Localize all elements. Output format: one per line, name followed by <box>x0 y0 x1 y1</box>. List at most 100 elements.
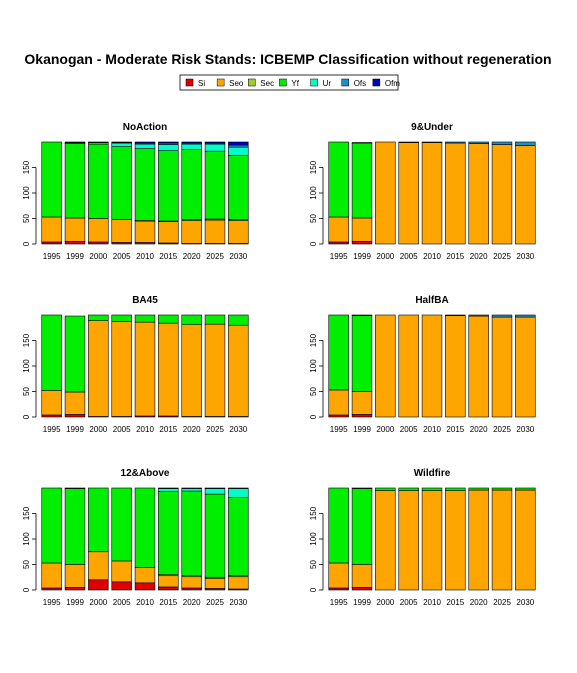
bar-segment-si <box>88 579 109 591</box>
bar-segment-ofs <box>158 487 179 489</box>
bar-2030: 2030 <box>515 487 536 607</box>
bar-segment-seo <box>88 320 109 417</box>
legend-item-ofs: Ofs <box>341 78 366 88</box>
bar-segment-si <box>351 414 373 418</box>
bar-segment-yf <box>204 150 226 220</box>
panel-ba45: BA45 0 50 100 150 1995 1999 2000 2005 2010 2015 202… <box>22 295 249 434</box>
bar-segment-seo <box>328 216 349 243</box>
bar-segment-ofs <box>445 141 466 144</box>
bar-segment-seo <box>375 314 396 418</box>
bar-2030: 2030 <box>515 141 536 261</box>
legend-item-ofm: Ofm <box>372 78 400 88</box>
bar-2015: 2015 <box>445 314 466 434</box>
bar-segment-seo <box>515 145 536 245</box>
x-tick-label: 2000 <box>376 252 394 261</box>
bar-segment-seo <box>204 219 226 244</box>
bar-segment-ofm <box>158 141 179 144</box>
y-axis: 0 50 100 150 <box>22 333 37 419</box>
x-tick-label: 1995 <box>330 252 348 261</box>
bar-2020: 2020 <box>181 141 202 261</box>
x-tick-label: 2000 <box>376 598 394 607</box>
bar-2025: 2025 <box>491 487 513 607</box>
bar-2025: 2025 <box>204 487 226 607</box>
y-tick-label: 100 <box>309 186 318 200</box>
y-tick-label: 0 <box>22 241 31 246</box>
bar-2015: 2015 <box>158 141 179 261</box>
bar-2015: 2015 <box>158 487 179 607</box>
legend-swatch <box>310 78 318 87</box>
legend-label: Seo <box>229 79 244 88</box>
bar-2025: 2025 <box>204 141 226 261</box>
bar-1995: 1995 <box>328 141 349 261</box>
bar-2005: 2005 <box>111 314 132 434</box>
x-tick-label: 2010 <box>136 252 154 261</box>
bar-segment-seo <box>228 576 249 590</box>
bar-segment-seo <box>228 324 249 417</box>
bar-segment-seo <box>158 322 179 417</box>
bar-2025: 2025 <box>491 141 513 261</box>
bar-segment-ur <box>181 143 202 150</box>
bar-segment-seo <box>204 323 226 417</box>
bar-segment-ofs <box>181 487 202 489</box>
legend-swatch <box>185 78 194 87</box>
bar-segment-ofs <box>88 141 109 143</box>
bar-segment-ur <box>111 142 132 147</box>
bar-segment-seo <box>421 490 443 591</box>
bar-segment-yf <box>88 314 109 321</box>
bar-segment-seo <box>181 220 202 244</box>
legend-swatch <box>372 78 381 87</box>
bar-segment-ofs <box>351 487 373 489</box>
legend-item-seo: Seo <box>216 78 244 88</box>
y-tick-label: 100 <box>22 359 31 373</box>
x-tick-label: 2030 <box>516 425 534 434</box>
bar-segment-ofs <box>491 314 513 318</box>
y-tick-label: 100 <box>309 532 318 546</box>
bar-2020: 2020 <box>468 141 489 261</box>
x-tick-label: 1999 <box>353 252 371 261</box>
bar-segment-ur <box>228 146 249 156</box>
bar-segment-yf <box>64 488 86 565</box>
bar-segment-seo <box>111 321 132 417</box>
x-tick-label: 2005 <box>113 252 131 261</box>
y-axis: 0 50 100 150 <box>22 160 37 246</box>
bar-1995: 1995 <box>328 314 349 434</box>
panel-title: Wildfire <box>414 468 451 479</box>
bar-segment-seo <box>88 218 109 243</box>
bar-segment-seo <box>328 389 349 416</box>
legend-label: Sec <box>260 79 274 88</box>
bar-segment-seo <box>468 143 489 245</box>
panel-9-under: 9&Under 0 50 100 150 1995 1999 2000 2005 2010 2015… <box>309 122 536 261</box>
x-tick-label: 2020 <box>183 425 201 434</box>
bar-segment-ofm <box>134 141 156 144</box>
x-tick-label: 2015 <box>159 425 177 434</box>
bar-segment-seo <box>158 221 179 244</box>
bar-segment-seo <box>491 316 513 418</box>
x-tick-label: 2025 <box>493 425 511 434</box>
bar-2020: 2020 <box>468 314 489 434</box>
bar-segment-si <box>88 241 109 245</box>
x-tick-label: 2015 <box>159 598 177 607</box>
x-tick-label: 2005 <box>400 598 418 607</box>
bar-segment-ofs <box>445 314 466 316</box>
legend: Si Seo Sec Yf Ur Ofs Ofm <box>179 74 400 91</box>
x-tick-label: 2015 <box>446 252 464 261</box>
bar-segment-yf <box>158 491 179 576</box>
bar-segment-seo <box>445 490 466 591</box>
bar-2000: 2000 <box>375 141 396 261</box>
bar-1999: 1999 <box>64 141 86 261</box>
bar-segment-si <box>41 241 62 245</box>
bar-segment-seo <box>445 142 466 245</box>
panel-title: 9&Under <box>411 122 453 133</box>
bar-segment-yf <box>351 315 373 392</box>
x-tick-label: 2005 <box>113 425 131 434</box>
x-tick-label: 2010 <box>136 425 154 434</box>
bar-segment-seo <box>421 314 443 418</box>
legend-swatch <box>341 78 349 87</box>
bar-segment-si <box>351 587 373 591</box>
bar-segment-ofm <box>228 141 249 146</box>
bar-2000: 2000 <box>88 487 109 607</box>
bar-segment-si <box>64 587 86 591</box>
bar-segment-yf <box>64 143 86 219</box>
x-tick-label: 2025 <box>206 252 224 261</box>
bar-2000: 2000 <box>375 487 396 607</box>
